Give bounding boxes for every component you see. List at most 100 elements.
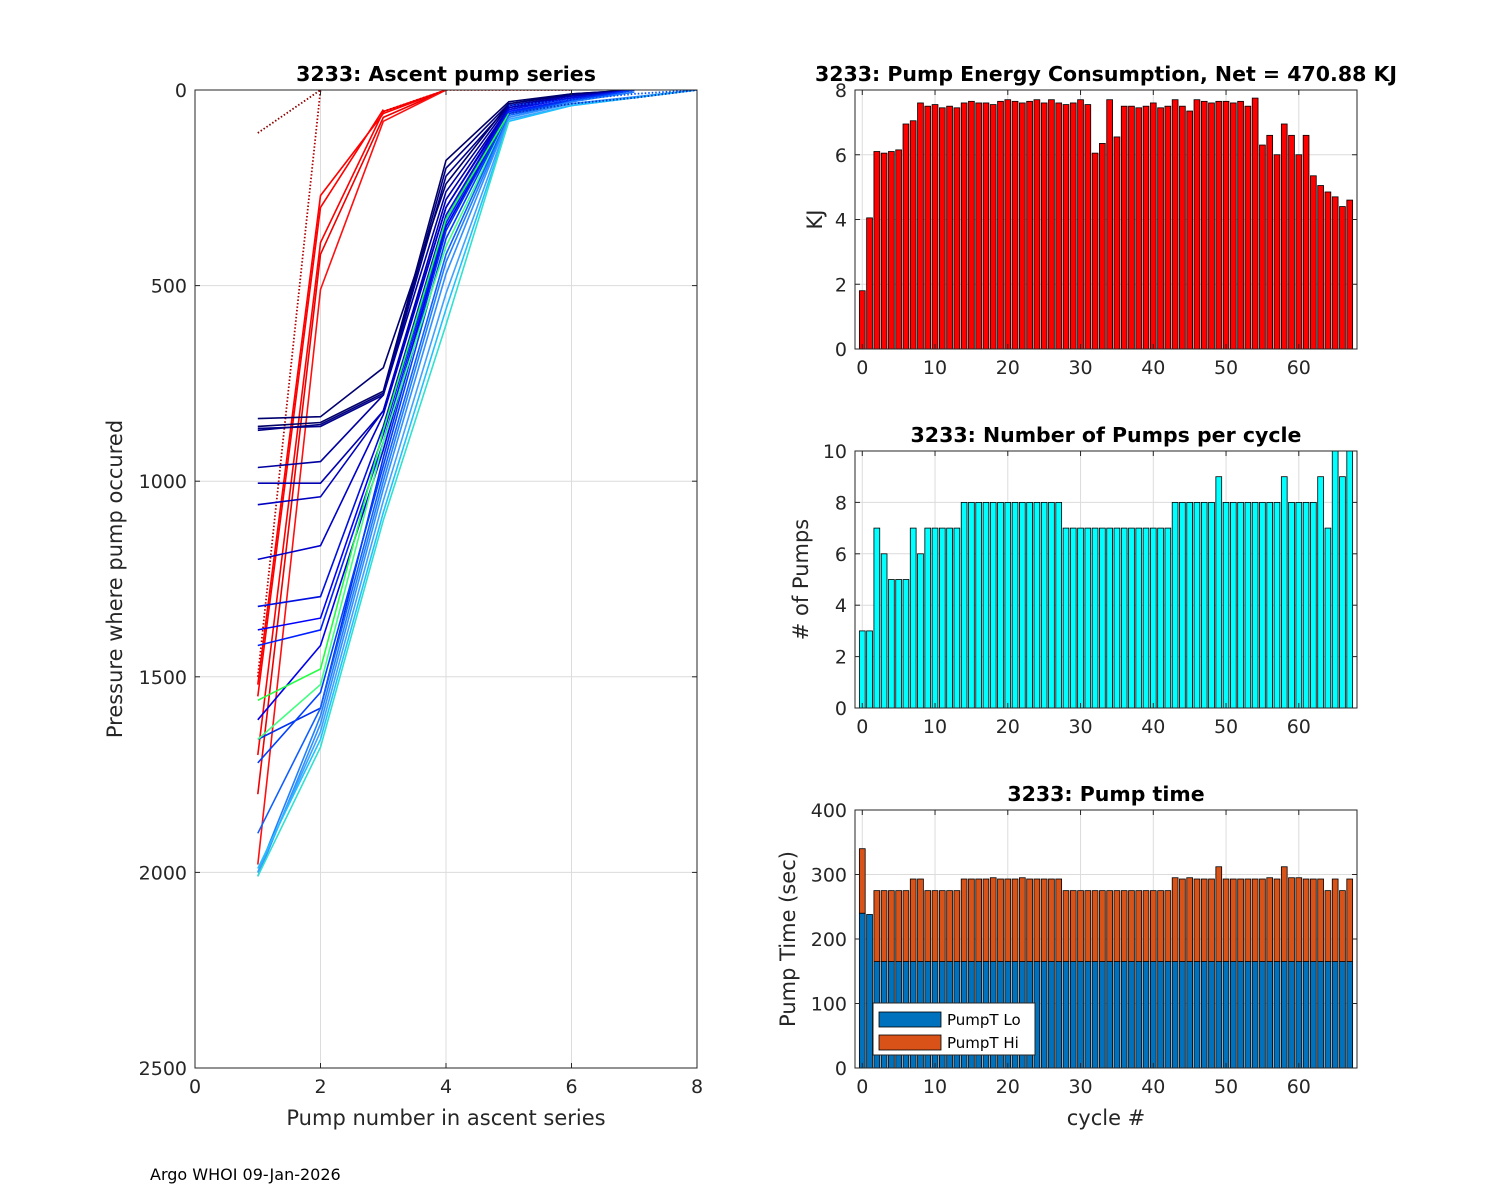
footer-credit: Argo WHOI 09-Jan-2026 [150,1165,341,1184]
pumpt-lo-bar [1346,961,1354,1069]
pumps-bar [1120,527,1128,709]
energy-bar [1106,99,1113,350]
energy-bar [1164,105,1172,350]
pumps-bar [924,527,932,709]
pumps-bar [1222,501,1230,709]
energy-bar [873,151,881,350]
ascent-series-line [257,91,635,873]
pumps-bar [1062,527,1070,709]
pumpt-lo-bar [1157,961,1164,1069]
energy-bar [960,102,968,350]
energy-bar [953,107,961,350]
pumpt-hi-bar [1004,878,1012,962]
chart-title: 3233: Pump time [1007,782,1204,806]
energy-bar [997,100,1004,350]
pumpt-hi-bar [982,878,990,962]
pumpt-hi-bar [938,890,946,962]
pumps-bar [938,527,946,709]
pumpt-hi-bar [989,877,997,962]
energy-bar [1091,152,1099,350]
axes-box [854,450,1358,709]
pumps-bar [1033,501,1041,709]
energy-bar [1302,134,1310,350]
pumps-bar [1011,501,1019,709]
pumpt-hi-bar [960,878,968,962]
pumps-bar [1244,501,1252,709]
pumpt-lo-bar [1128,961,1135,1069]
pumpt-hi-bar [1179,878,1186,962]
energy-bar [1244,105,1252,350]
ascent-series-line [508,90,697,107]
pumpt-hi-bar [968,878,975,962]
pumpt-lo-bar [1084,961,1092,1069]
energy-bar [866,217,873,350]
energy-bar [1280,123,1288,350]
pumps-bar [1055,501,1063,709]
pumps-bar [858,630,866,709]
pumpt-hi-bar [1040,878,1048,962]
y-tick-label: 300 [811,865,847,887]
pumps-bar [1288,501,1295,709]
pumpt-hi-bar [1142,890,1150,962]
energy-bar [1295,154,1303,350]
pumpt-hi-bar [858,848,866,914]
ascent-series-line [257,90,322,134]
ascent-series-line [508,90,697,115]
legend-label: PumpT Lo [947,1011,1021,1029]
pumpt-lo-bar [1106,961,1113,1069]
pumps-bar [1208,501,1215,709]
pumps-bar [880,553,888,709]
energy-bar [1135,107,1143,350]
pumpt-hi-bar [1026,878,1033,962]
pumpt-lo-bar [1149,961,1157,1069]
energy-bar [1273,154,1281,350]
pumpt-lo-bar [1273,961,1281,1069]
pumpt-hi-bar [1324,890,1332,962]
pumps-bar [1149,527,1157,709]
x-tick-label: 60 [1287,716,1311,738]
pumps-bar [1113,527,1121,709]
pumps-bar [1280,476,1288,709]
x-axis-label: Pump number in ascent series [286,1106,605,1130]
y-axis-label: Pressure where pump occured [103,420,127,738]
pumpt-hi-bar [1317,878,1324,962]
y-tick-label: 200 [811,929,847,951]
energy-bar [902,123,910,350]
pumps-bar [1346,450,1354,709]
energy-bar [1069,102,1077,350]
pumpt-lo-bar [1288,961,1295,1069]
pumps-bar [1040,501,1048,709]
pumpt-lo-bar [858,912,866,1069]
pumps-bar [1142,527,1150,709]
pumpt-hi-bar [1310,878,1317,962]
energy-bar [931,104,939,350]
pumpt-lo-bar [1099,961,1106,1069]
pumps-bar [1026,501,1033,709]
y-tick-label: 400 [811,800,847,822]
pumps-bar [902,579,910,709]
pumpt-hi-bar [895,890,902,962]
y-tick-label: 6 [835,145,847,167]
pumps-bar [1200,501,1208,709]
pumpt-lo-bar [1171,961,1179,1069]
pumpt-hi-bar [1011,878,1019,962]
energy-bar [1062,104,1070,350]
pumpt-hi-bar [1033,878,1041,962]
pumpt-lo-bar [1324,961,1332,1069]
energy-bar [1120,105,1128,350]
energy-bar [1310,175,1317,350]
pumpt-lo-bar [1113,961,1121,1069]
x-tick-label: 60 [1287,357,1311,379]
pumpt-lo-bar [1186,961,1193,1069]
energy-bar [917,102,924,350]
energy-bar [909,120,917,350]
pumpt-hi-bar [924,890,932,962]
energy-bar [938,107,946,350]
pumps-bar [1259,501,1266,709]
pumps-bar [1251,501,1259,709]
pumpt-hi-bar [1222,878,1230,962]
pumpt-hi-bar [1186,877,1193,962]
x-tick-label: 50 [1214,716,1238,738]
pumpt-hi-bar [1069,890,1077,962]
